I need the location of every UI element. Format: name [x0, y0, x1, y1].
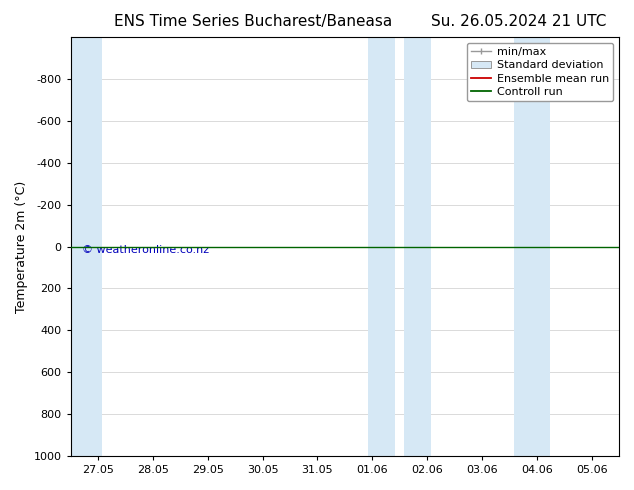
Bar [368, 37, 395, 456]
Legend: min/max, Standard deviation, Ensemble mean run, Controll run: min/max, Standard deviation, Ensemble me… [467, 43, 614, 101]
Bar [514, 37, 550, 456]
Text: ENS Time Series Bucharest/Baneasa: ENS Time Series Bucharest/Baneasa [114, 14, 392, 29]
Y-axis label: Temperature 2m (°C): Temperature 2m (°C) [15, 180, 28, 313]
Bar [404, 37, 432, 456]
Text: Su. 26.05.2024 21 UTC: Su. 26.05.2024 21 UTC [431, 14, 607, 29]
Bar [70, 37, 103, 456]
Text: © weatheronline.co.nz: © weatheronline.co.nz [82, 245, 209, 255]
